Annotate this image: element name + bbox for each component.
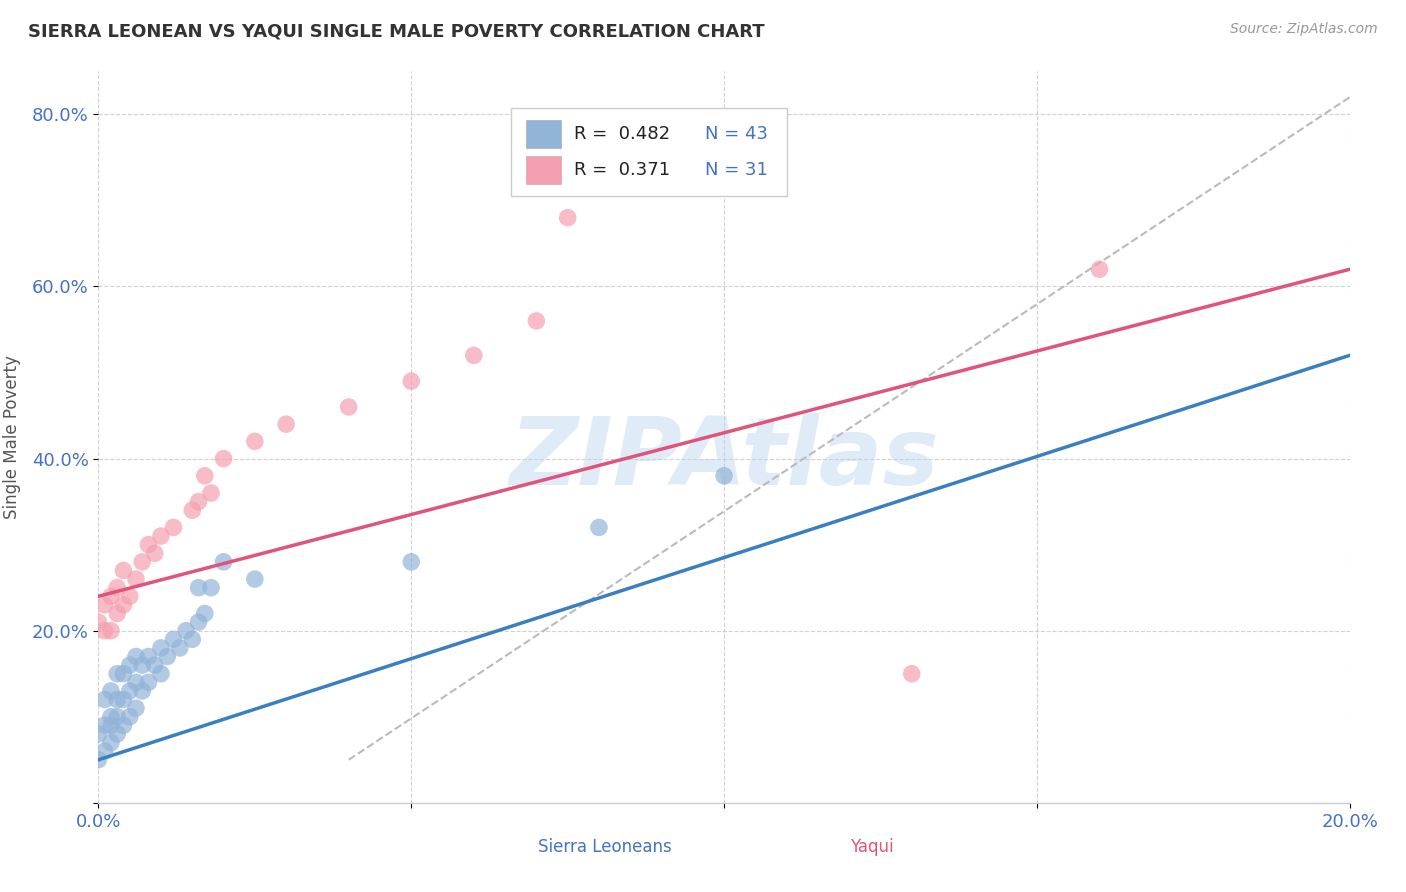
- Point: [526, 314, 548, 328]
- Point: [194, 468, 217, 483]
- Point: [112, 564, 135, 578]
- Point: [131, 658, 153, 673]
- Point: [105, 727, 128, 741]
- Point: [105, 692, 128, 706]
- Point: [181, 632, 204, 647]
- Point: [212, 555, 235, 569]
- Point: [118, 684, 141, 698]
- Point: [138, 538, 160, 552]
- Point: [401, 555, 423, 569]
- Point: [138, 649, 160, 664]
- Point: [105, 607, 128, 621]
- Point: [200, 486, 222, 500]
- Point: [100, 624, 122, 638]
- Point: [131, 684, 153, 698]
- Point: [169, 640, 191, 655]
- Point: [200, 581, 222, 595]
- Text: Source: ZipAtlas.com: Source: ZipAtlas.com: [1230, 22, 1378, 37]
- Point: [118, 658, 141, 673]
- Text: SIERRA LEONEAN VS YAQUI SINGLE MALE POVERTY CORRELATION CHART: SIERRA LEONEAN VS YAQUI SINGLE MALE POVE…: [28, 22, 765, 40]
- Point: [125, 572, 148, 586]
- Point: [100, 589, 122, 603]
- Point: [112, 666, 135, 681]
- Point: [212, 451, 235, 466]
- Point: [143, 546, 166, 560]
- Point: [100, 718, 122, 732]
- Point: [194, 607, 217, 621]
- Point: [588, 176, 610, 190]
- Text: Yaqui: Yaqui: [849, 838, 894, 856]
- Point: [105, 581, 128, 595]
- Point: [150, 666, 173, 681]
- Y-axis label: Single Male Poverty: Single Male Poverty: [3, 355, 21, 519]
- Point: [100, 684, 122, 698]
- Point: [87, 753, 110, 767]
- Point: [87, 727, 110, 741]
- Point: [105, 710, 128, 724]
- Point: [87, 615, 110, 629]
- Point: [100, 735, 122, 749]
- Text: R =  0.482: R = 0.482: [574, 125, 671, 144]
- Text: N = 31: N = 31: [706, 161, 768, 179]
- Point: [93, 744, 115, 758]
- Point: [150, 529, 173, 543]
- Text: N = 43: N = 43: [706, 125, 768, 144]
- Point: [181, 503, 204, 517]
- Point: [93, 692, 115, 706]
- Point: [243, 434, 266, 449]
- Point: [1088, 262, 1111, 277]
- Point: [138, 675, 160, 690]
- Point: [162, 520, 184, 534]
- Point: [93, 718, 115, 732]
- Text: Sierra Leoneans: Sierra Leoneans: [537, 838, 672, 856]
- Point: [143, 658, 166, 673]
- Point: [187, 494, 209, 508]
- Point: [274, 417, 298, 432]
- FancyBboxPatch shape: [526, 120, 561, 148]
- Point: [243, 572, 266, 586]
- Text: ZIPAtlas: ZIPAtlas: [509, 413, 939, 505]
- Point: [93, 624, 115, 638]
- Point: [112, 718, 135, 732]
- Point: [174, 624, 197, 638]
- Point: [105, 666, 128, 681]
- Point: [150, 640, 173, 655]
- Point: [125, 649, 148, 664]
- Point: [401, 374, 423, 388]
- Point: [187, 581, 209, 595]
- Point: [156, 649, 179, 664]
- Point: [557, 211, 579, 225]
- Point: [125, 701, 148, 715]
- Point: [100, 710, 122, 724]
- Point: [131, 555, 153, 569]
- Point: [337, 400, 360, 414]
- Point: [112, 692, 135, 706]
- Point: [713, 468, 735, 483]
- Point: [118, 589, 141, 603]
- Point: [93, 598, 115, 612]
- Point: [112, 598, 135, 612]
- Point: [187, 615, 209, 629]
- Point: [125, 675, 148, 690]
- FancyBboxPatch shape: [512, 108, 787, 195]
- Text: R =  0.371: R = 0.371: [574, 161, 671, 179]
- Point: [118, 710, 141, 724]
- Point: [900, 666, 922, 681]
- Point: [162, 632, 184, 647]
- FancyBboxPatch shape: [526, 156, 561, 184]
- Point: [588, 520, 610, 534]
- Point: [463, 348, 485, 362]
